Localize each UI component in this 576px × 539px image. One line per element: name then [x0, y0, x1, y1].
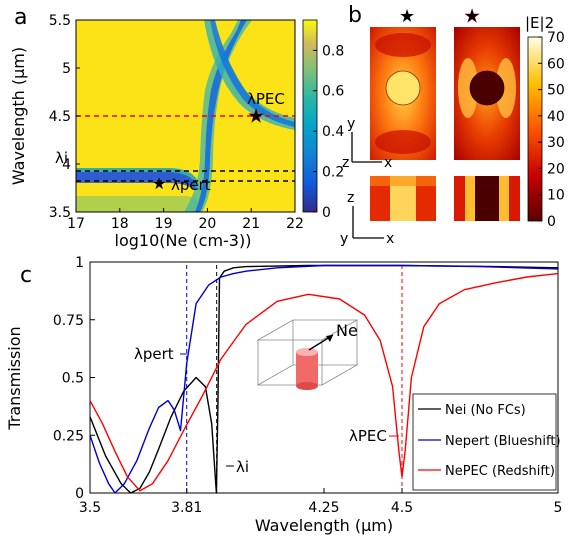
x-ticks-a: 17 18 19 20 21 22 — [67, 208, 304, 232]
red-star-b: ★ — [464, 6, 480, 27]
axis-y-bottom: y — [340, 231, 348, 247]
axes-indicator-bottom: z y x — [340, 190, 394, 247]
panel-label-b: b — [348, 3, 362, 28]
field-map-bottom-red — [454, 176, 520, 221]
series-c — [89, 264, 559, 494]
legend-label-red: NePEC (Redshift) — [445, 464, 555, 479]
field-map-top-red — [454, 27, 520, 160]
x-axis-label-a: log10(Ne (cm-3)) — [115, 231, 252, 250]
x-tick-label-c: 5 — [554, 500, 563, 516]
field-map-top-blue — [370, 27, 436, 160]
x-tick-label-c: 4.25 — [308, 500, 339, 516]
y-tick-label-a: 4 — [62, 157, 71, 173]
colorbar-tick-label-b: 30 — [547, 135, 565, 151]
label-ne: Ne — [336, 321, 358, 340]
colorbar-tick-label-b: 0 — [547, 214, 556, 230]
x-tick-label-c: 3.5 — [79, 500, 101, 516]
y-tick-label-a: 5.5 — [49, 13, 71, 29]
axes-indicator-top: y z x — [342, 116, 392, 171]
colorbar-tick-label-b: 20 — [547, 161, 565, 177]
legend-label-black: Nei (No FCs) — [445, 403, 526, 418]
label-lambda-pert-a: λpert — [171, 176, 211, 194]
legend-c: Nei (No FCs) Nepert (Blueshift) NePEC (R… — [412, 393, 561, 491]
colorbar-a — [302, 19, 318, 213]
axis-z-bottom: z — [347, 190, 354, 206]
colorbar-tick-label-a: 0.2 — [322, 165, 344, 181]
x-tick-label-a: 19 — [155, 216, 173, 232]
label-lambda-pert-c: λpert — [134, 345, 174, 363]
blue-star-b: ★ — [399, 6, 415, 27]
y-tick-label-a: 3.5 — [49, 205, 71, 221]
y-tick-label-c: 0.25 — [53, 428, 84, 444]
series-line-red — [89, 272, 559, 492]
colorbar-tick-label-b: 70 — [547, 30, 565, 46]
panel-b: b ★ ★ — [340, 3, 565, 247]
legend-label-blue: Nepert (Blueshift) — [445, 434, 561, 449]
x-ticks-c: 3.5 3.81 4.25 4.5 5 — [79, 488, 563, 516]
y-ticks-a: 3.5 4 4.5 5 5.5 — [49, 13, 80, 221]
colorbar-tick-label-a: 0 — [322, 205, 331, 221]
series-line-black — [89, 264, 559, 494]
colorbar-tick-label-a: 0.4 — [322, 124, 344, 140]
label-lambda-i-a: λi — [55, 149, 68, 167]
label-lambda-pec-c: λPEC — [349, 427, 387, 445]
y-ticks-c: 0 0.25 0.5 0.75 1 — [53, 255, 95, 502]
y-tick-label-c: 0.75 — [53, 313, 84, 329]
x-tick-label-c: 3.81 — [171, 500, 202, 516]
x-tick-label-a: 18 — [111, 216, 129, 232]
panel-label-c: c — [20, 263, 32, 288]
x-tick-label-a: 21 — [242, 216, 260, 232]
x-tick-label-a: 17 — [67, 216, 85, 232]
y-tick-label-c: 0.5 — [62, 371, 84, 387]
blue-star-marker: ★ — [152, 174, 166, 193]
colorbar-title-b: |E|2 — [525, 14, 554, 32]
y-axis-label-a: Wavelength (μm) — [9, 47, 28, 185]
label-lambda-i-c: λi — [236, 458, 249, 476]
inset-geometry: Ne — [256, 319, 359, 390]
panel-a: a ★ ★ λPEC λi λpert 17 18 19 20 21 22 3.5 4 4.5… — [9, 5, 344, 250]
axis-x-bottom: x — [386, 231, 394, 247]
colorbar-ticks-b: 0 10 20 30 40 50 60 70 — [538, 30, 565, 230]
colorbar-b — [527, 36, 543, 222]
colorbar-tick-label-b: 40 — [547, 109, 565, 125]
y-tick-label-c: 0 — [75, 486, 84, 502]
y-axis-label-c: Transmission — [5, 326, 24, 430]
field-map-bottom-blue — [370, 176, 436, 221]
colorbar-tick-label-a: 0.6 — [322, 84, 344, 100]
panel-c: c 3.5 3.81 4.25 4.5 5 0 0.25 0.5 0.75 1 Waveleng… — [5, 255, 562, 535]
panel-label-a: a — [14, 5, 27, 30]
red-star-marker: ★ — [248, 106, 264, 127]
colorbar-tick-label-b: 10 — [547, 188, 565, 204]
axis-y-top: y — [347, 116, 355, 132]
colorbar-ticks-a: 0 0.2 0.4 0.6 0.8 — [313, 43, 344, 221]
colorbar-tick-label-a: 0.8 — [322, 43, 344, 59]
axis-z-top: z — [342, 155, 349, 171]
x-tick-label-a: 22 — [286, 216, 304, 232]
axis-x-top: x — [384, 155, 392, 171]
y-tick-label-a: 4.5 — [49, 109, 71, 125]
colorbar-tick-label-b: 60 — [547, 56, 565, 72]
x-tick-label-c: 4.5 — [391, 500, 413, 516]
label-lambda-pec-a: λPEC — [247, 90, 285, 108]
y-tick-label-a: 5 — [62, 61, 71, 77]
x-axis-label-c: Wavelength (μm) — [255, 516, 393, 535]
series-line-blue — [89, 264, 559, 494]
x-tick-label-a: 20 — [198, 216, 216, 232]
colorbar-tick-label-b: 50 — [547, 83, 565, 99]
y-tick-label-c: 1 — [75, 255, 84, 271]
